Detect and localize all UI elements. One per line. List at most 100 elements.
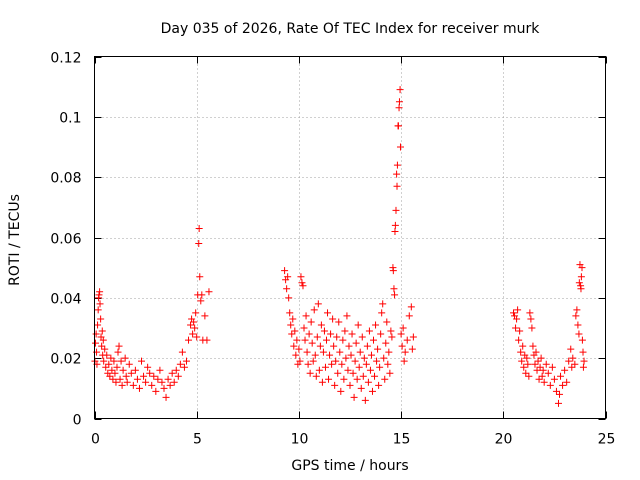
- data-point: [510, 309, 518, 317]
- data-point: [533, 366, 541, 374]
- data-point: [322, 336, 330, 344]
- data-point: [394, 122, 402, 130]
- data-point: [309, 357, 317, 365]
- data-point: [168, 369, 176, 377]
- data-point: [187, 321, 195, 329]
- data-point: [158, 378, 166, 386]
- data-point: [103, 351, 111, 359]
- data-point: [517, 348, 525, 356]
- data-point: [529, 342, 537, 350]
- y-axis-title: ROTI / TECUs: [7, 194, 23, 286]
- data-points: [91, 86, 588, 407]
- data-point: [372, 321, 380, 329]
- data-point: [546, 381, 554, 389]
- data-point: [380, 354, 388, 362]
- data-point: [378, 309, 386, 317]
- data-point: [393, 161, 401, 169]
- data-point: [395, 98, 403, 106]
- data-point: [518, 357, 526, 365]
- data-point: [542, 360, 550, 368]
- data-point: [360, 354, 368, 362]
- data-point: [196, 273, 204, 281]
- data-point: [365, 327, 373, 335]
- data-point: [100, 357, 108, 365]
- data-point: [354, 321, 362, 329]
- data-point: [119, 366, 127, 374]
- chart-title: Day 035 of 2026, Rate Of TEC Index for r…: [161, 21, 541, 37]
- data-point: [109, 375, 117, 383]
- data-point: [579, 348, 587, 356]
- data-point: [144, 363, 152, 371]
- data-point: [281, 267, 289, 275]
- data-point: [350, 393, 358, 401]
- data-point: [292, 351, 300, 359]
- x-tick-label: 5: [193, 432, 202, 448]
- data-point: [321, 363, 329, 371]
- data-point: [568, 363, 576, 371]
- data-point: [110, 357, 118, 365]
- data-point: [300, 324, 308, 332]
- y-tick-label: 0.04: [50, 292, 81, 308]
- data-point: [396, 86, 404, 94]
- data-point: [99, 336, 107, 344]
- data-point: [537, 354, 545, 362]
- data-point: [315, 366, 323, 374]
- data-point: [579, 363, 587, 371]
- data-point: [180, 363, 188, 371]
- data-point: [313, 333, 321, 341]
- data-point: [531, 360, 539, 368]
- data-point: [162, 393, 170, 401]
- data-point: [101, 345, 109, 353]
- data-point: [305, 330, 313, 338]
- x-axis-title: GPS time / hours: [291, 458, 408, 474]
- data-point: [376, 363, 384, 371]
- data-point: [366, 366, 374, 374]
- data-point: [331, 381, 339, 389]
- data-point: [94, 306, 102, 314]
- data-point: [522, 369, 530, 377]
- data-point: [391, 291, 399, 299]
- data-point: [113, 363, 121, 371]
- data-point: [316, 342, 324, 350]
- data-point: [408, 345, 416, 353]
- data-point: [152, 387, 160, 395]
- data-point: [382, 339, 390, 347]
- x-tick-label: 15: [393, 432, 411, 448]
- data-point: [182, 357, 190, 365]
- data-point: [571, 360, 579, 368]
- data-point: [538, 372, 546, 380]
- data-point: [515, 336, 523, 344]
- data-point: [355, 363, 363, 371]
- data-point: [201, 312, 209, 320]
- x-tick-label: 25: [598, 432, 616, 448]
- data-point: [205, 288, 213, 296]
- data-point: [395, 104, 403, 112]
- data-point: [374, 345, 382, 353]
- data-point: [540, 378, 548, 386]
- data-point: [525, 372, 533, 380]
- data-point: [97, 315, 105, 323]
- data-point: [293, 336, 301, 344]
- data-point: [575, 279, 583, 287]
- data-point: [580, 357, 588, 365]
- data-point: [552, 387, 560, 395]
- data-point: [310, 306, 318, 314]
- data-point: [150, 372, 158, 380]
- data-point: [367, 351, 375, 359]
- data-point: [330, 342, 338, 350]
- data-point: [116, 375, 124, 383]
- data-point: [358, 333, 366, 341]
- y-tick-label: 0.06: [50, 232, 81, 248]
- data-point: [526, 309, 534, 317]
- data-point: [203, 336, 211, 344]
- data-point: [298, 279, 306, 287]
- data-point: [311, 351, 319, 359]
- data-point: [544, 369, 552, 377]
- data-point: [176, 360, 184, 368]
- data-point: [559, 381, 567, 389]
- data-point: [520, 363, 528, 371]
- data-point: [534, 357, 542, 365]
- data-point: [192, 309, 200, 317]
- data-point: [96, 300, 104, 308]
- data-point: [301, 336, 309, 344]
